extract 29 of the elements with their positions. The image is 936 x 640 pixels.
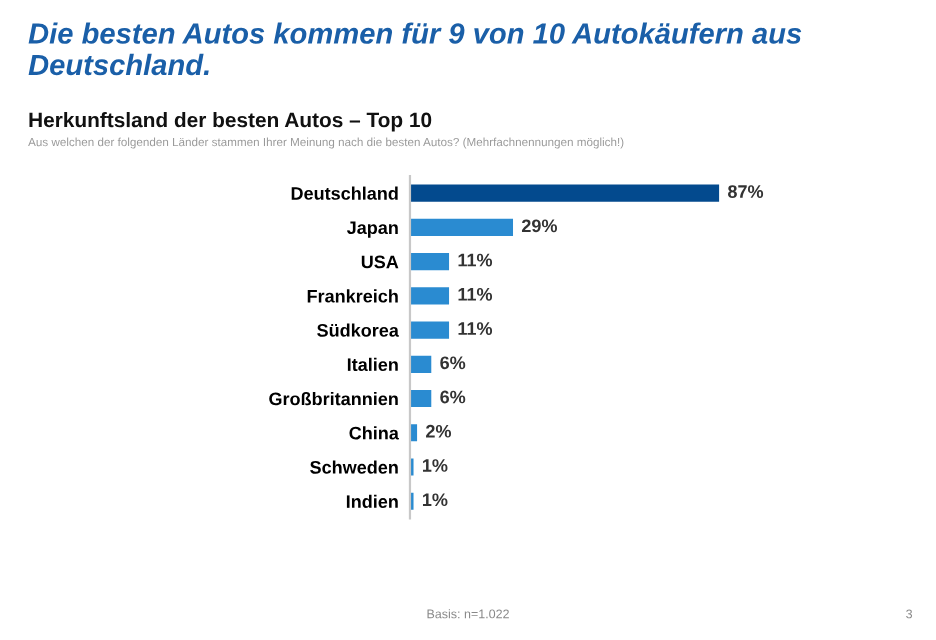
data-label: 11% (458, 253, 493, 267)
bar (409, 184, 720, 202)
y-tick-label: Indien (346, 494, 398, 508)
y-tick-label: USA (361, 255, 399, 269)
bar (409, 253, 450, 271)
data-label: 1% (422, 493, 448, 507)
bar (409, 287, 450, 305)
y-tick-label: China (349, 426, 399, 440)
data-label: 2% (426, 424, 452, 438)
y-tick-label: Japan (346, 221, 398, 238)
data-label: 1% (422, 459, 448, 472)
data-label: 6% (440, 390, 466, 404)
y-tick-label: Großbritannien (269, 392, 398, 406)
bar (409, 218, 514, 236)
chart-title: Die besten Autos kommen für 9 von 10 Autokäufern aus Deutschland. (28, 22, 802, 76)
y-tick-label: Schweden (310, 460, 398, 474)
data-label: 29% (521, 219, 558, 233)
y-tick-label: Italien (347, 357, 398, 372)
bar (409, 390, 432, 408)
text: Herkunftsland der besten Autos – Top 10 (29, 112, 432, 132)
y-tick-label: Deutschland (291, 186, 398, 200)
data-label: 87% (728, 185, 764, 198)
y-tick-label: Südkorea (317, 323, 399, 337)
data-label: 11% (458, 287, 493, 301)
bar (409, 321, 450, 339)
data-label: 11% (458, 322, 493, 335)
bar (409, 355, 432, 373)
y-tick-label: Frankreich (307, 289, 398, 303)
data-label: 6% (440, 356, 466, 370)
